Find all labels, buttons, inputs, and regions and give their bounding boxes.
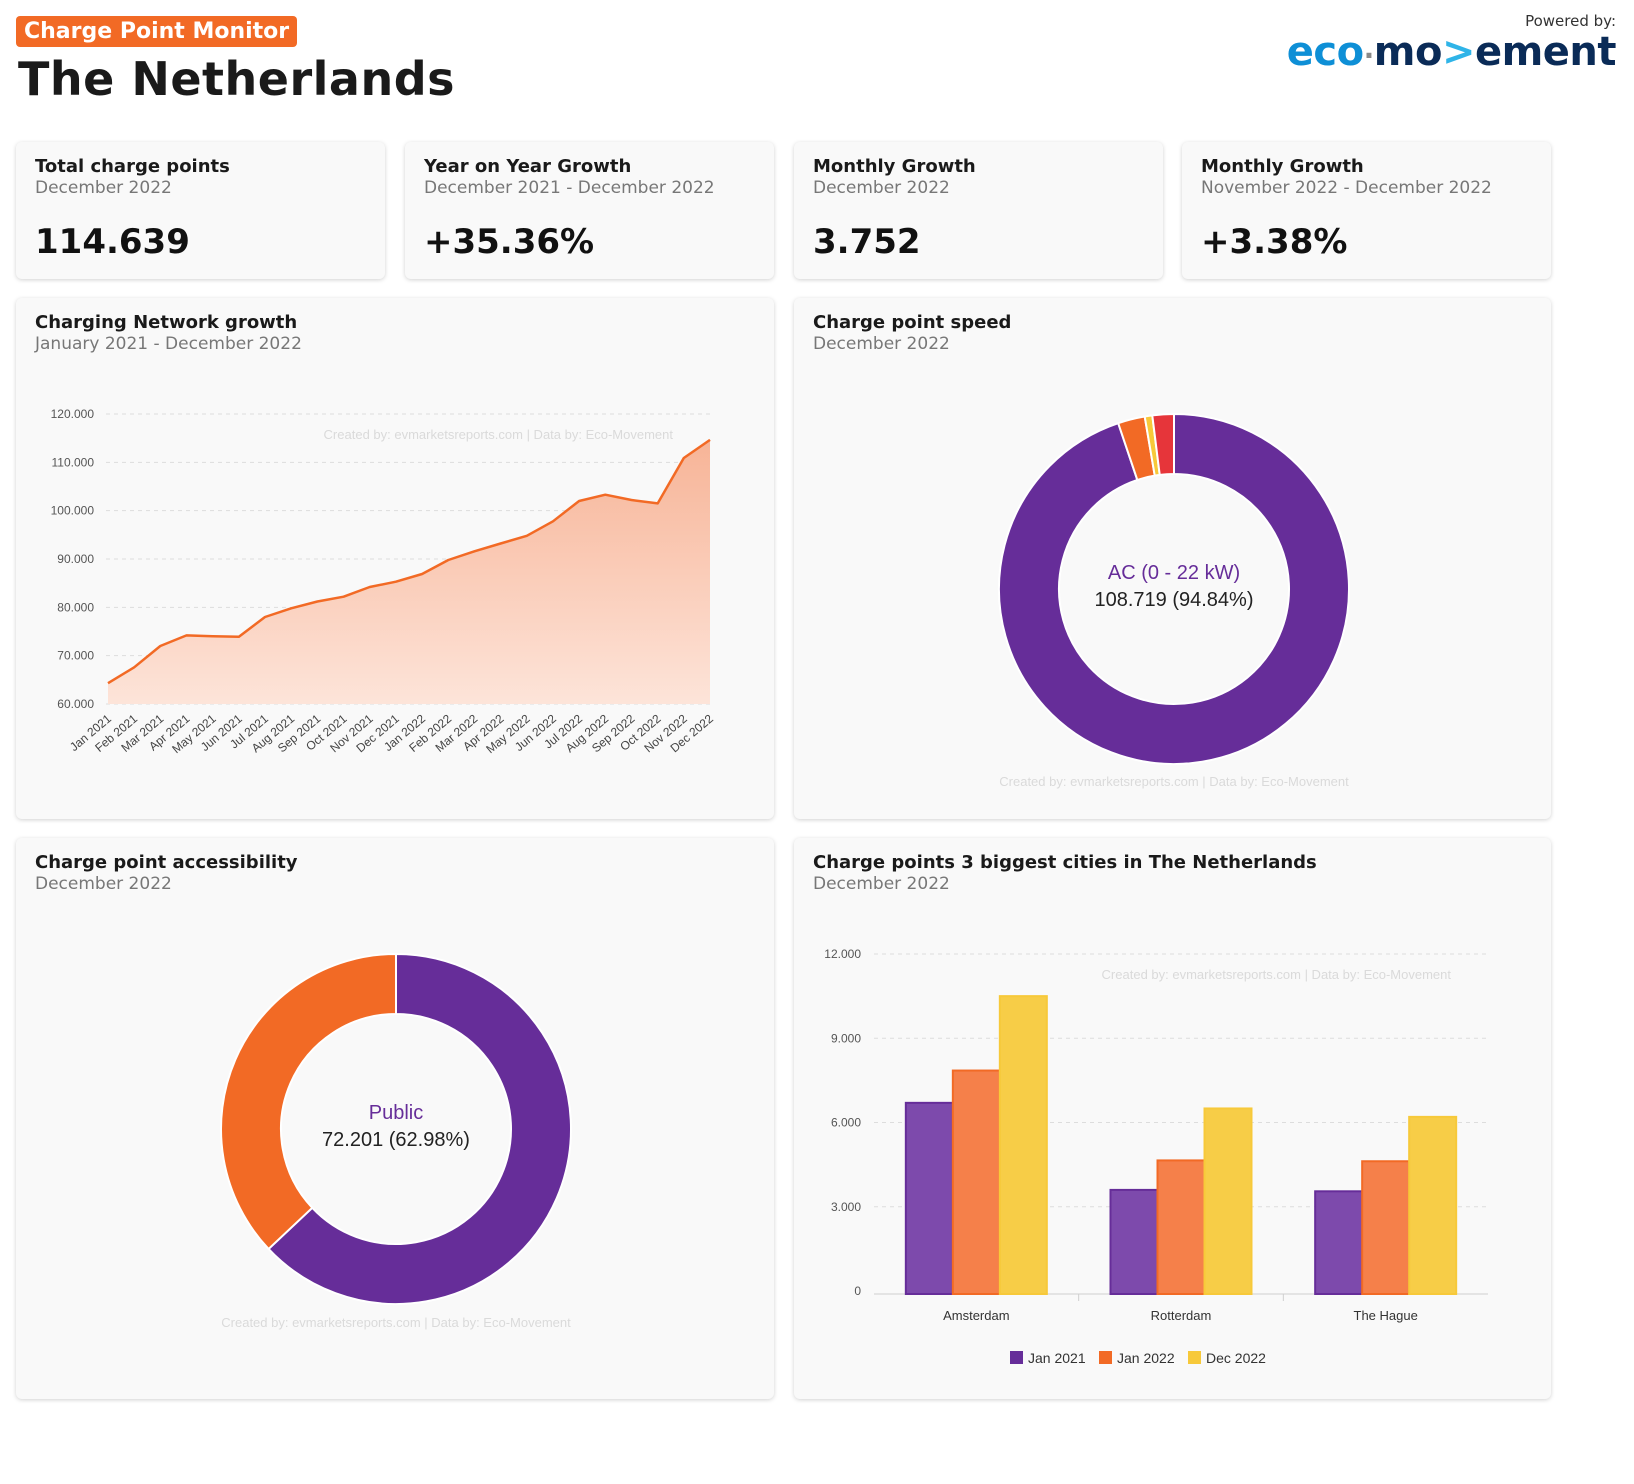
kpi-card-monthly: Monthly Growth December 2022 3.752: [794, 142, 1163, 279]
bar: [1361, 1160, 1411, 1295]
powered-by: Powered by: eco·mo>ement: [1286, 12, 1617, 78]
growth-line: [107, 438, 711, 685]
kpi-title: Monthly Growth: [1201, 156, 1364, 177]
card-accessibility: Charge point accessibility December 2022…: [16, 838, 774, 1399]
powered-by-label: Powered by:: [1525, 12, 1616, 30]
donut-slice: [220, 952, 397, 1251]
y-tick-label: 80.000: [57, 600, 94, 614]
kpi-value: 114.639: [35, 222, 190, 262]
chart-subtitle: December 2022: [813, 874, 950, 894]
watermark: Created by: evmarketsreports.com | Data …: [999, 774, 1349, 789]
legend-swatch: [1188, 1351, 1201, 1364]
y-tick-label: 0: [854, 1284, 861, 1298]
watermark: Created by: evmarketsreports.com | Data …: [1102, 967, 1452, 982]
chart-title: Charge points 3 biggest cities in The Ne…: [813, 852, 1317, 873]
kpi-title: Year on Year Growth: [424, 156, 632, 177]
y-tick-label: 120.000: [51, 407, 95, 421]
donut-slice: [267, 952, 572, 1305]
cities-bar-chart: 12.000 9.000 6.000 3.000 0 Created by: evmark…: [824, 947, 1488, 1366]
chart-subtitle: December 2022: [35, 874, 172, 894]
bar: [1109, 1188, 1159, 1295]
y-tick-label: 60.000: [57, 697, 94, 711]
growth-chart: 120.000 110.000 100.000 90.000 80.000 70.000 6…: [51, 407, 717, 756]
bar: [998, 995, 1048, 1295]
eco-movement-logo: eco·mo>ement: [1286, 29, 1617, 75]
x-tick-label: The Hague: [1354, 1308, 1418, 1323]
legend-label: Jan 2021: [1028, 1350, 1086, 1366]
bar: [1408, 1115, 1458, 1295]
y-tick-label: 6.000: [831, 1116, 861, 1130]
donut-slice: [998, 412, 1350, 765]
bar: [1203, 1107, 1253, 1296]
legend-swatch: [1099, 1351, 1112, 1364]
chart-title: Charging Network growth: [35, 312, 298, 333]
donut-slice: [1151, 412, 1175, 477]
kpi-card-monthly-pct: Monthly Growth November 2022 - December …: [1182, 142, 1551, 279]
donut-center-label: AC (0 - 22 kW): [1108, 562, 1240, 584]
kpi-title: Monthly Growth: [813, 156, 976, 177]
kpi-card-total: Total charge points December 2022 114.63…: [16, 142, 385, 279]
card-network-growth: Charging Network growth January 2021 - D…: [16, 298, 774, 819]
chart-title: Charge point accessibility: [35, 852, 298, 873]
watermark: Created by: evmarketsreports.com | Data …: [324, 427, 674, 442]
y-tick-label: 70.000: [57, 649, 94, 663]
y-tick-label: 90.000: [57, 552, 94, 566]
y-tick-label: 3.000: [831, 1200, 861, 1214]
app-badge: Charge Point Monitor: [16, 16, 298, 47]
chart-title: Charge point speed: [813, 312, 1012, 333]
legend-swatch: [1010, 1351, 1023, 1364]
chart-subtitle: December 2022: [813, 334, 950, 354]
donut-center-value: 108.719 (94.84%): [1094, 589, 1253, 611]
watermark: Created by: evmarketsreports.com | Data …: [221, 1315, 571, 1330]
kpi-title: Total charge points: [35, 156, 230, 177]
bar: [951, 1069, 1001, 1295]
bar: [904, 1101, 954, 1296]
chart-subtitle: January 2021 - December 2022: [35, 334, 302, 354]
card-charge-speed: Charge point speed December 2022 AC (0 -…: [794, 298, 1551, 819]
x-tick-label: Amsterdam: [943, 1308, 1009, 1323]
kpi-card-yoy: Year on Year Growth December 2021 - Dece…: [405, 142, 774, 279]
growth-area: [108, 439, 710, 704]
bar: [1314, 1190, 1364, 1295]
card-cities: Charge points 3 biggest cities in The Ne…: [794, 838, 1551, 1399]
kpi-value: 3.752: [813, 222, 921, 262]
kpi-value: +3.38%: [1201, 222, 1348, 262]
donut-center-label: Public: [369, 1102, 423, 1124]
y-tick-label: 9.000: [831, 1031, 861, 1045]
access-donut-chart: Public 72.201 (62.98%) Created by: evmarke…: [220, 952, 572, 1330]
kpi-subtitle: November 2022 - December 2022: [1201, 178, 1492, 198]
speed-donut-chart: AC (0 - 22 kW) 108.719 (94.84%) Created by…: [998, 412, 1350, 789]
y-tick-label: 100.000: [51, 504, 95, 518]
x-tick-label: Rotterdam: [1151, 1308, 1212, 1323]
bar: [1156, 1159, 1206, 1295]
donut-center-value: 72.201 (62.98%): [322, 1129, 470, 1151]
kpi-value: +35.36%: [424, 222, 595, 262]
kpi-subtitle: December 2022: [35, 178, 172, 198]
legend-label: Dec 2022: [1206, 1350, 1266, 1366]
y-tick-label: 110.000: [52, 455, 95, 469]
legend-label: Jan 2022: [1117, 1350, 1175, 1366]
kpi-subtitle: December 2021 - December 2022: [424, 178, 715, 198]
page-title: The Netherlands: [18, 52, 456, 106]
kpi-subtitle: December 2022: [813, 178, 950, 198]
y-tick-label: 12.000: [824, 947, 861, 961]
